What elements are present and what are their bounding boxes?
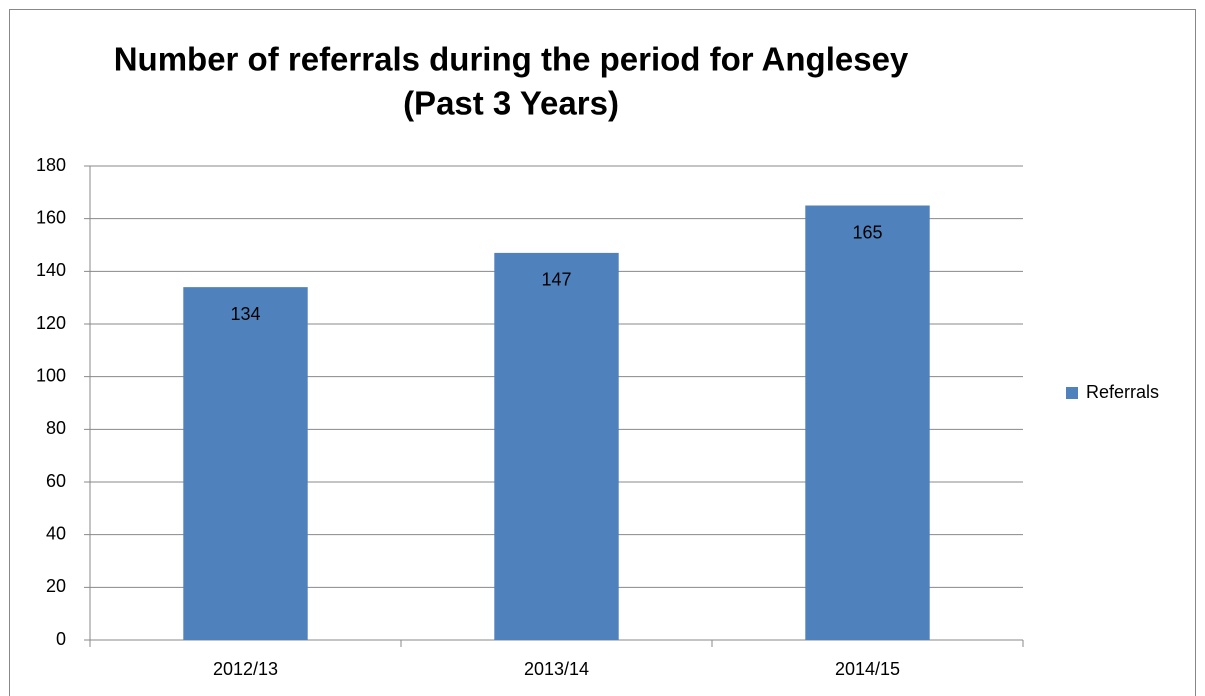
bar [494, 252, 619, 640]
y-tick-label: 100 [36, 365, 66, 385]
bar [183, 287, 308, 640]
y-tick-label: 120 [36, 313, 66, 333]
y-tick-label: 160 [36, 207, 66, 227]
data-label: 134 [230, 304, 260, 324]
y-tick-label: 40 [46, 523, 66, 543]
x-tick-label: 2012/13 [213, 659, 278, 679]
y-tick-label: 60 [46, 471, 66, 491]
chart-title: (Past 3 Years) [403, 85, 619, 122]
x-tick-label: 2014/15 [835, 659, 900, 679]
y-tick-label: 140 [36, 260, 66, 280]
data-label: 165 [852, 222, 882, 242]
y-tick-label: 180 [36, 155, 66, 175]
chart-title: Number of referrals during the period fo… [114, 41, 909, 78]
data-label: 147 [541, 270, 571, 290]
legend-label: Referrals [1086, 382, 1159, 402]
y-tick-label: 80 [46, 418, 66, 438]
y-tick-label: 0 [56, 629, 66, 649]
legend-swatch [1066, 387, 1078, 399]
bar [805, 205, 930, 640]
y-tick-label: 20 [46, 576, 66, 596]
x-tick-label: 2013/14 [524, 659, 589, 679]
